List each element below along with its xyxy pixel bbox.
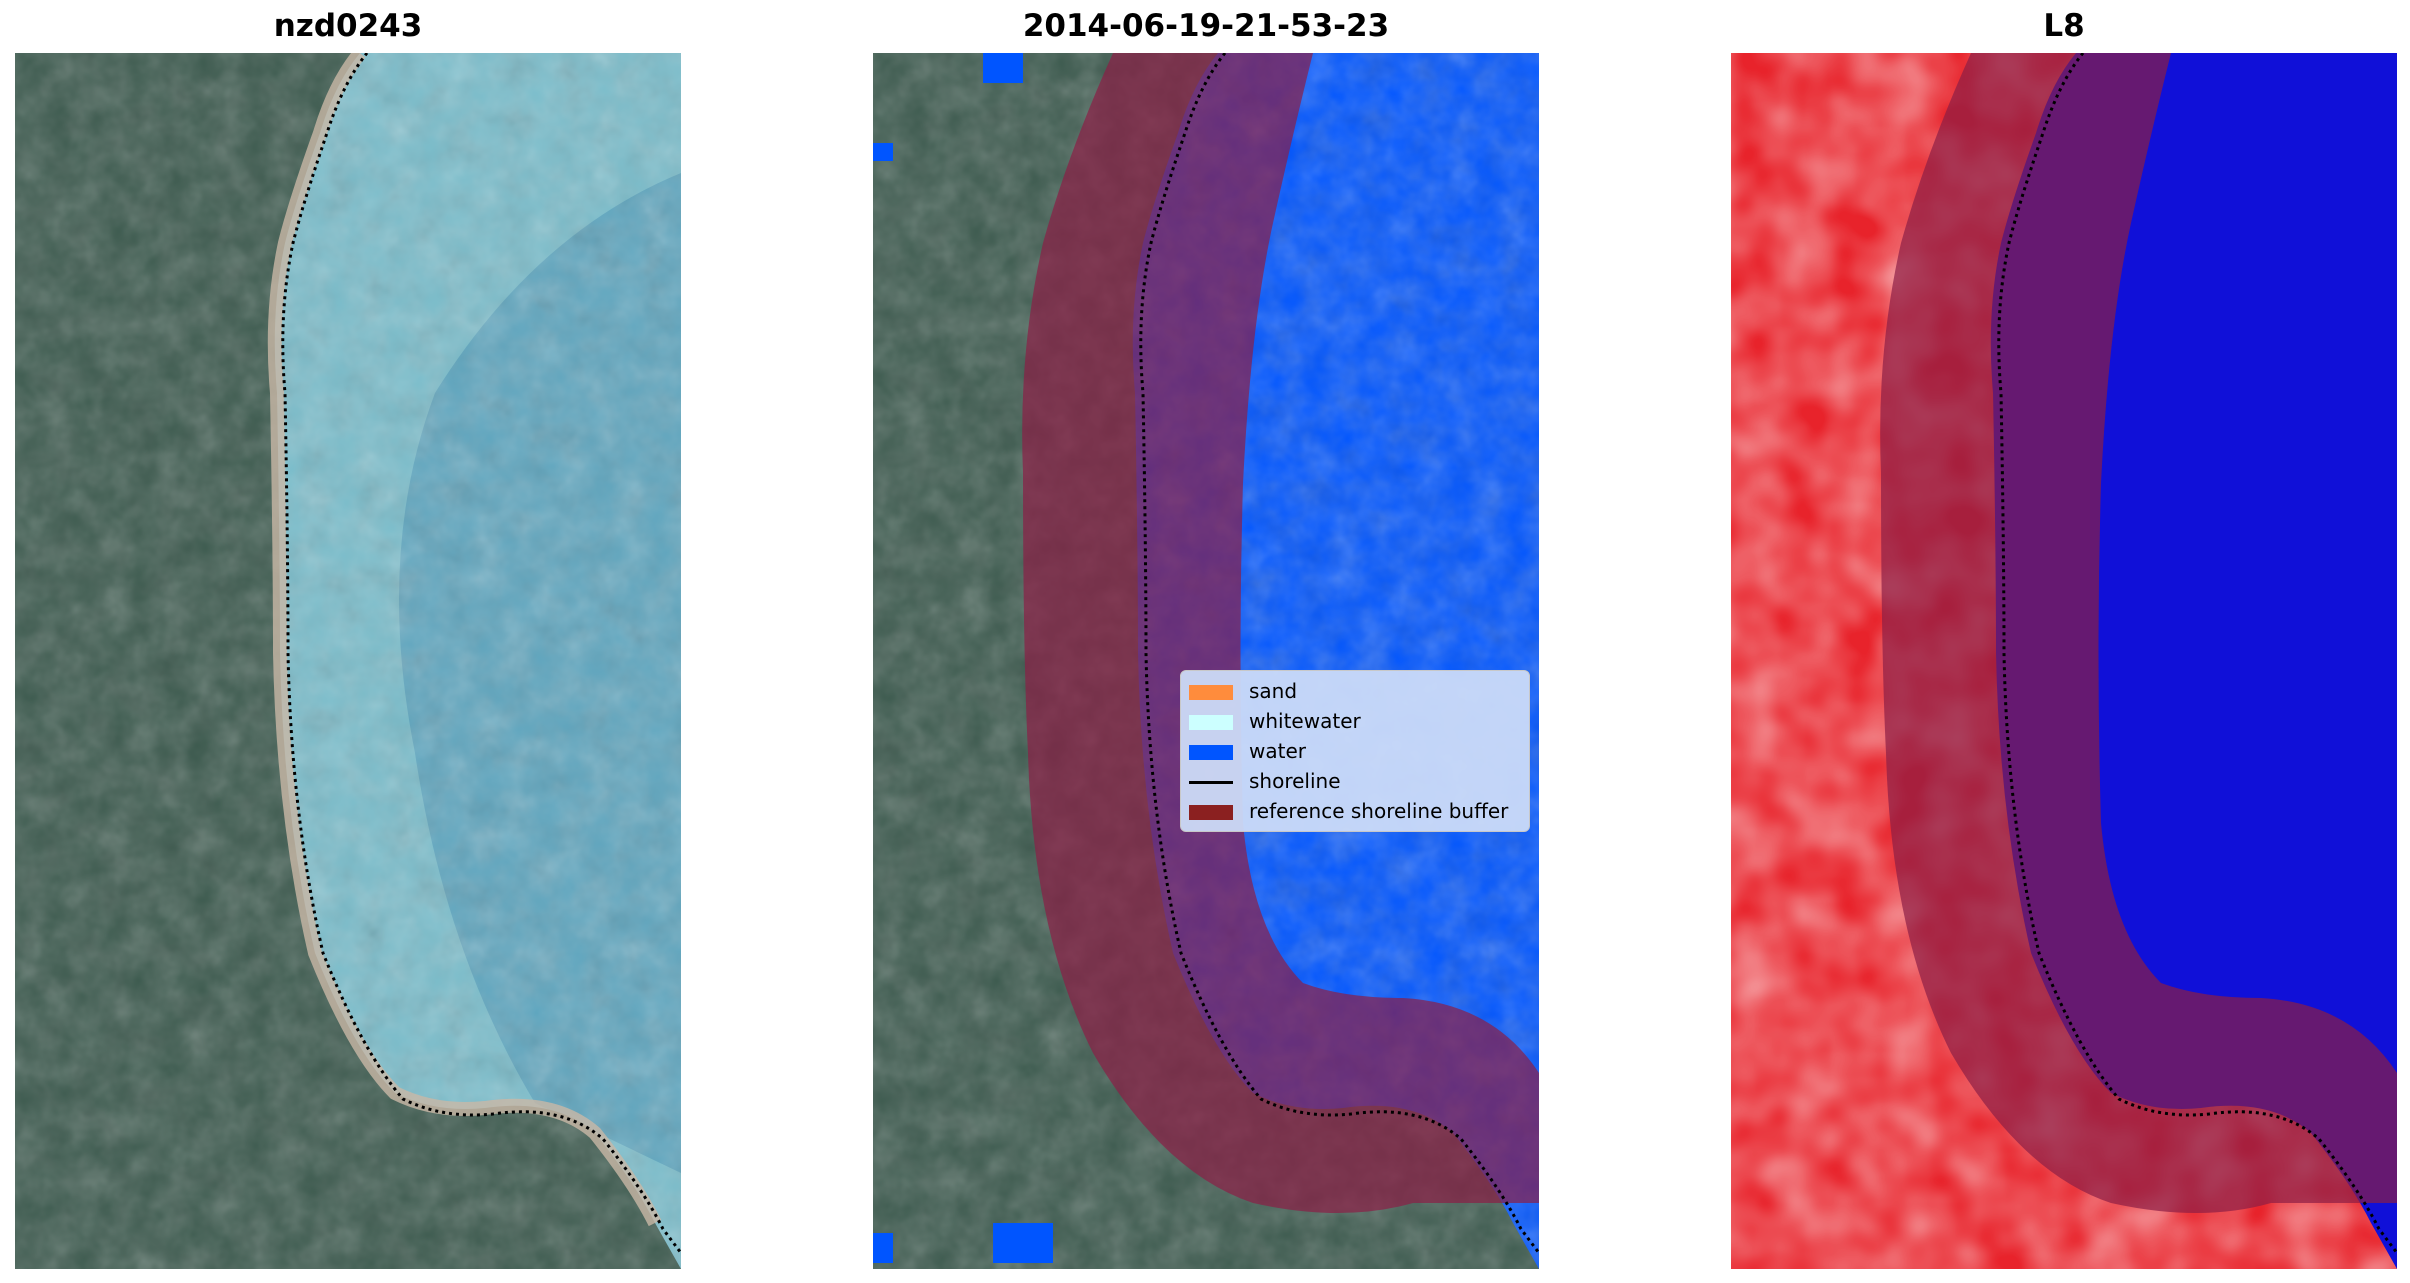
rgb-panel: nzd0243 bbox=[15, 0, 681, 1283]
reference-shoreline-buffer bbox=[1022, 53, 1539, 1213]
legend-item-water: water bbox=[1181, 737, 1529, 767]
buffer-swatch bbox=[1189, 805, 1233, 820]
legend-item-sand: sand bbox=[1181, 677, 1529, 707]
panel-title-rgb: nzd0243 bbox=[273, 8, 423, 44]
panel-title-date: 2014-06-19-21-53-23 bbox=[1022, 8, 1390, 44]
water-swatch bbox=[1189, 745, 1233, 760]
shoreline bbox=[281, 53, 681, 1254]
classification-panel: 2014-06-19-21-53-23 bbox=[873, 0, 1539, 1283]
legend-item-whitewater: whitewater bbox=[1181, 707, 1529, 737]
legend: sand whitewater water shoreline referenc… bbox=[1180, 670, 1530, 832]
sand-swatch bbox=[1189, 685, 1233, 700]
shoreline-line-marker bbox=[1189, 781, 1233, 784]
panel-title-l8: L8 bbox=[2043, 8, 2085, 44]
whitewater-swatch bbox=[1189, 715, 1233, 730]
legend-item-buffer: reference shoreline buffer bbox=[1181, 797, 1529, 827]
index-panel: L8 bbox=[1731, 0, 2397, 1283]
legend-item-shoreline: shoreline bbox=[1181, 767, 1529, 797]
classification-image bbox=[873, 53, 1539, 1269]
index-image bbox=[1731, 53, 2397, 1269]
rgb-image bbox=[15, 53, 681, 1269]
